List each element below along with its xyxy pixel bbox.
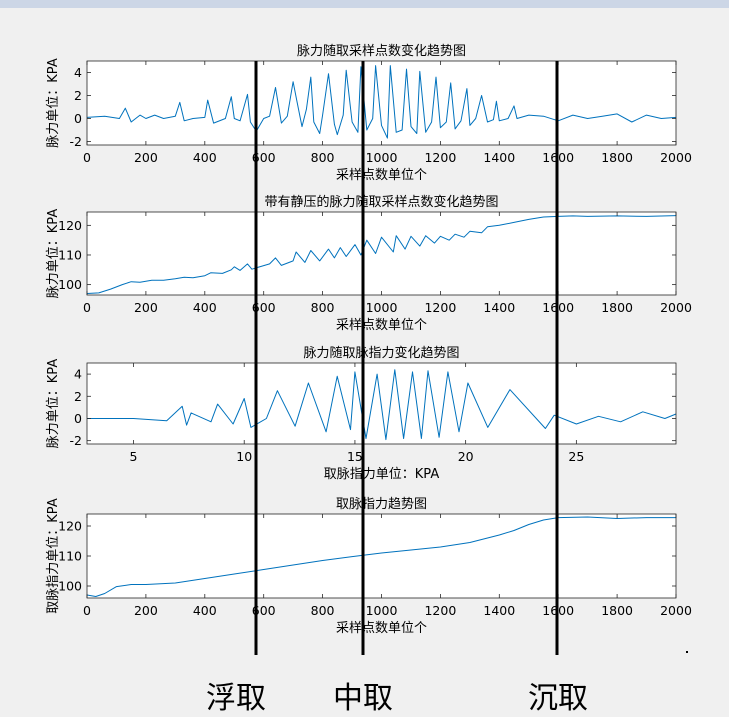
plot-area	[87, 61, 676, 145]
y-axis-label: 脉力单位：KPA	[46, 359, 61, 449]
x-tick-label: 1200	[424, 300, 456, 315]
x-tick-label: 1800	[601, 603, 633, 618]
x-tick-label: 1000	[366, 300, 398, 315]
x-tick-label: 1400	[483, 603, 515, 618]
chart-2: 0200400600800100012001400160018002000100…	[46, 194, 692, 333]
axes-frame	[86, 362, 677, 445]
chart-4: 0200400600800100012001400160018002000100…	[46, 496, 692, 636]
marker-label: 中取	[333, 681, 393, 716]
x-tick-label: 600	[252, 603, 276, 618]
y-tick-label: 0	[74, 111, 82, 126]
x-tick-label: 800	[311, 603, 335, 618]
x-tick-label: 10	[236, 449, 252, 464]
x-tick-label: 2000	[660, 603, 692, 618]
corner-dot	[686, 651, 688, 653]
x-tick-label: 400	[193, 603, 217, 618]
x-tick-label: 400	[193, 300, 217, 315]
series-line	[87, 369, 677, 441]
x-tick-label: 600	[252, 150, 276, 165]
x-tick-label: 25	[568, 449, 584, 464]
x-tick-label: 20	[458, 449, 474, 464]
y-tick-label: -2	[70, 433, 82, 448]
x-tick-label: 1400	[483, 150, 515, 165]
y-tick-label: 4	[74, 367, 82, 382]
chart-title: 带有静压的脉力随取采样点数变化趋势图	[264, 194, 498, 210]
x-axis-label: 采样点数单位个	[336, 621, 427, 636]
x-tick-label: 1200	[424, 603, 456, 618]
y-tick-label: 2	[74, 88, 82, 103]
y-tick-label: 2	[74, 389, 82, 404]
y-tick-label: 120	[58, 519, 82, 534]
x-tick-label: 800	[311, 150, 335, 165]
plot-area	[87, 514, 676, 598]
y-axis-label: 取脉指力单位：KPA	[46, 498, 61, 614]
marker-label: 浮取	[206, 681, 266, 716]
x-tick-label: 1400	[483, 300, 515, 315]
x-tick-label: 1800	[601, 300, 633, 315]
plot-area	[87, 212, 676, 295]
x-tick-label: 600	[252, 300, 276, 315]
y-tick-label: 110	[58, 549, 82, 564]
x-tick-label: 0	[83, 150, 91, 165]
x-axis-label: 取脉指力单位：KPA	[324, 467, 440, 482]
x-tick-label: 5	[130, 449, 138, 464]
x-tick-label: 200	[134, 603, 158, 618]
x-tick-label: 2000	[660, 150, 692, 165]
y-tick-label: 100	[58, 579, 82, 594]
x-tick-label: 1200	[424, 150, 456, 165]
top-border	[0, 0, 729, 8]
y-tick-label: 110	[58, 247, 82, 262]
x-tick-label: 1000	[366, 603, 398, 618]
x-tick-label: 800	[311, 300, 335, 315]
y-tick-label: 0	[74, 411, 82, 426]
y-axis-label: 脉力单位：KPA	[46, 209, 61, 299]
series-line	[86, 65, 677, 139]
y-tick-label: 4	[74, 65, 82, 80]
x-tick-label: 0	[83, 603, 91, 618]
x-axis-label: 采样点数单位个	[336, 318, 427, 333]
y-axis-label: 脉力单位：KPA	[46, 58, 61, 148]
x-tick-label: 1800	[601, 150, 633, 165]
x-tick-label: 400	[193, 150, 217, 165]
x-tick-label: 15	[347, 449, 363, 464]
x-tick-label: 200	[134, 300, 158, 315]
x-axis-label: 采样点数单位个	[336, 168, 427, 183]
y-tick-label: 100	[58, 277, 82, 292]
x-tick-label: 200	[134, 150, 158, 165]
y-tick-label: 120	[58, 218, 82, 233]
series-line	[86, 215, 677, 294]
chart-title: 脉力随取脉指力变化趋势图	[303, 345, 459, 361]
chart-title: 脉力随取采样点数变化趋势图	[297, 43, 466, 59]
x-tick-label: 1000	[366, 150, 398, 165]
chart-1: 0200400600800100012001400160018002000-20…	[46, 43, 692, 183]
y-tick-label: -2	[70, 134, 82, 149]
x-tick-label: 0	[83, 300, 91, 315]
marker-label: 沉取	[528, 681, 588, 716]
x-tick-label: 2000	[660, 300, 692, 315]
chart-title: 取脉指力趋势图	[336, 496, 427, 512]
